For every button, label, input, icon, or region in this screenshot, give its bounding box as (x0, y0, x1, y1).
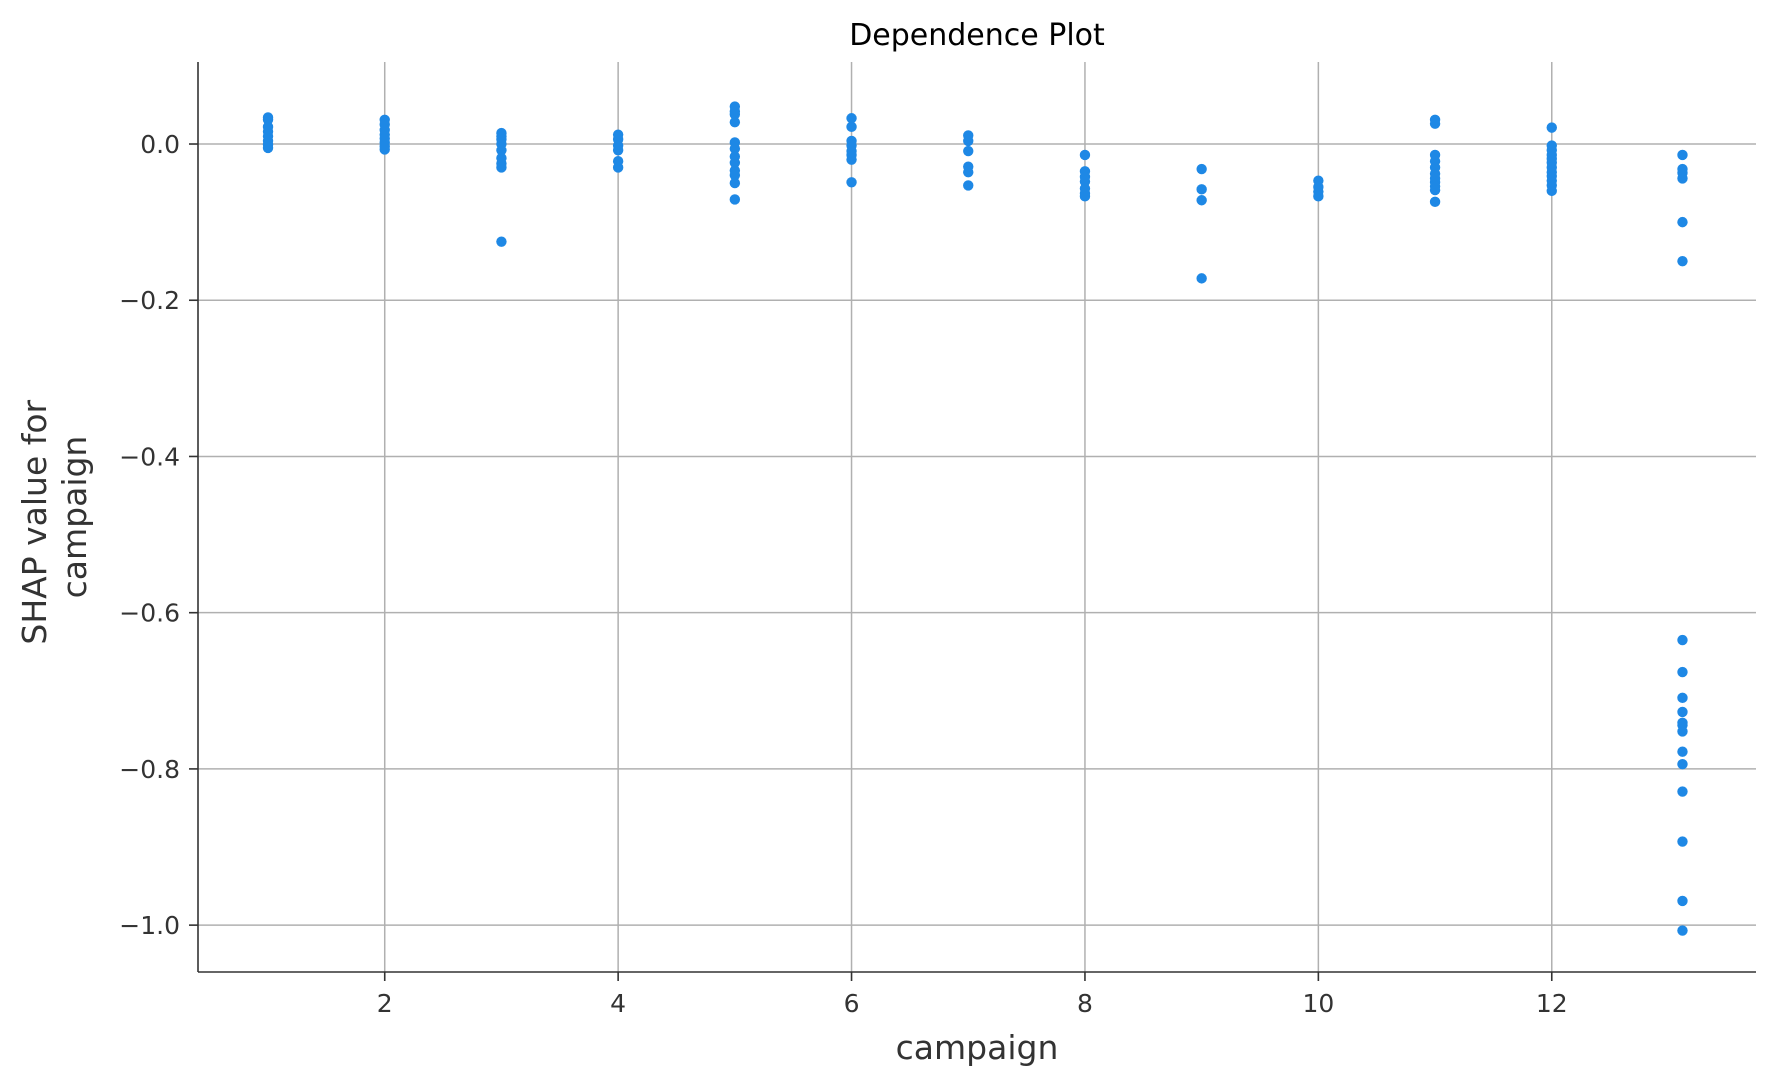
data-point (1429, 196, 1441, 208)
x-tick-label: 4 (610, 989, 626, 1018)
y-tick-label: −1.0 (119, 911, 180, 940)
axes-layer (197, 62, 1756, 973)
data-point (729, 109, 741, 120)
data-point (1677, 149, 1688, 161)
data-point (1677, 895, 1688, 907)
y-tick-label: −0.6 (119, 599, 180, 628)
data-point (846, 177, 857, 188)
data-point (1429, 118, 1441, 129)
data-point (729, 177, 741, 189)
y-axis-label-line-1: SHAP value for (15, 399, 54, 644)
data-point (963, 166, 974, 178)
y-tick-label: −0.2 (119, 286, 180, 315)
data-point (729, 143, 741, 154)
data-point (1677, 255, 1688, 267)
chart-title: Dependence Plot (849, 18, 1105, 53)
data-point (1313, 191, 1324, 202)
data-point (1429, 184, 1441, 196)
data-point (496, 236, 507, 247)
x-tick-label: 10 (1302, 989, 1334, 1018)
x-tick-label: 2 (377, 989, 393, 1018)
data-point (1677, 216, 1688, 228)
data-point (496, 145, 507, 156)
y-axis-label: SHAP value for campaign (15, 389, 94, 644)
y-tick-label: −0.4 (119, 442, 180, 471)
data-point (1677, 759, 1688, 770)
data-point (846, 113, 857, 124)
data-point (262, 142, 274, 154)
data-point (1677, 666, 1688, 678)
data-point (1677, 836, 1688, 847)
data-point (1196, 184, 1207, 195)
y-tick-label: −0.8 (119, 755, 180, 784)
data-point (1196, 273, 1207, 284)
data-point (1196, 163, 1207, 175)
data-point (729, 116, 741, 128)
data-point (963, 180, 974, 191)
data-point (1677, 925, 1688, 936)
data-point (1079, 149, 1091, 161)
data-point (379, 144, 390, 155)
data-point (496, 162, 507, 173)
data-point (1677, 634, 1688, 646)
data-point (729, 194, 741, 205)
ticks-layer: 2 4 6 8 10 12 0.0 −0.2 −0.4 −0.6 −0.8 −1.0 (119, 130, 1567, 1018)
data-point (1677, 692, 1688, 704)
data-point (1079, 191, 1091, 202)
data-point (963, 135, 974, 147)
data-point (729, 170, 741, 181)
data-point (612, 162, 624, 173)
x-axis-label: campaign (896, 1028, 1059, 1067)
data-point (1677, 173, 1688, 184)
data-point (1546, 185, 1557, 197)
points-layer (262, 101, 1688, 936)
x-tick-label: 6 (844, 989, 860, 1018)
data-point (1546, 122, 1557, 133)
grid-layer (198, 62, 1756, 972)
data-point (729, 157, 741, 168)
data-point (612, 145, 624, 156)
y-axis-label-line-2: campaign (55, 436, 94, 599)
x-tick-label: 12 (1536, 989, 1568, 1018)
data-point (1677, 706, 1688, 718)
data-point (846, 121, 857, 133)
y-tick-label: 0.0 (140, 130, 180, 159)
data-point (1677, 786, 1688, 797)
data-point (1677, 746, 1688, 757)
data-point (963, 145, 974, 157)
data-point (1196, 195, 1207, 206)
x-tick-label: 8 (1077, 989, 1093, 1018)
data-point (1677, 719, 1688, 731)
data-point (846, 154, 857, 165)
